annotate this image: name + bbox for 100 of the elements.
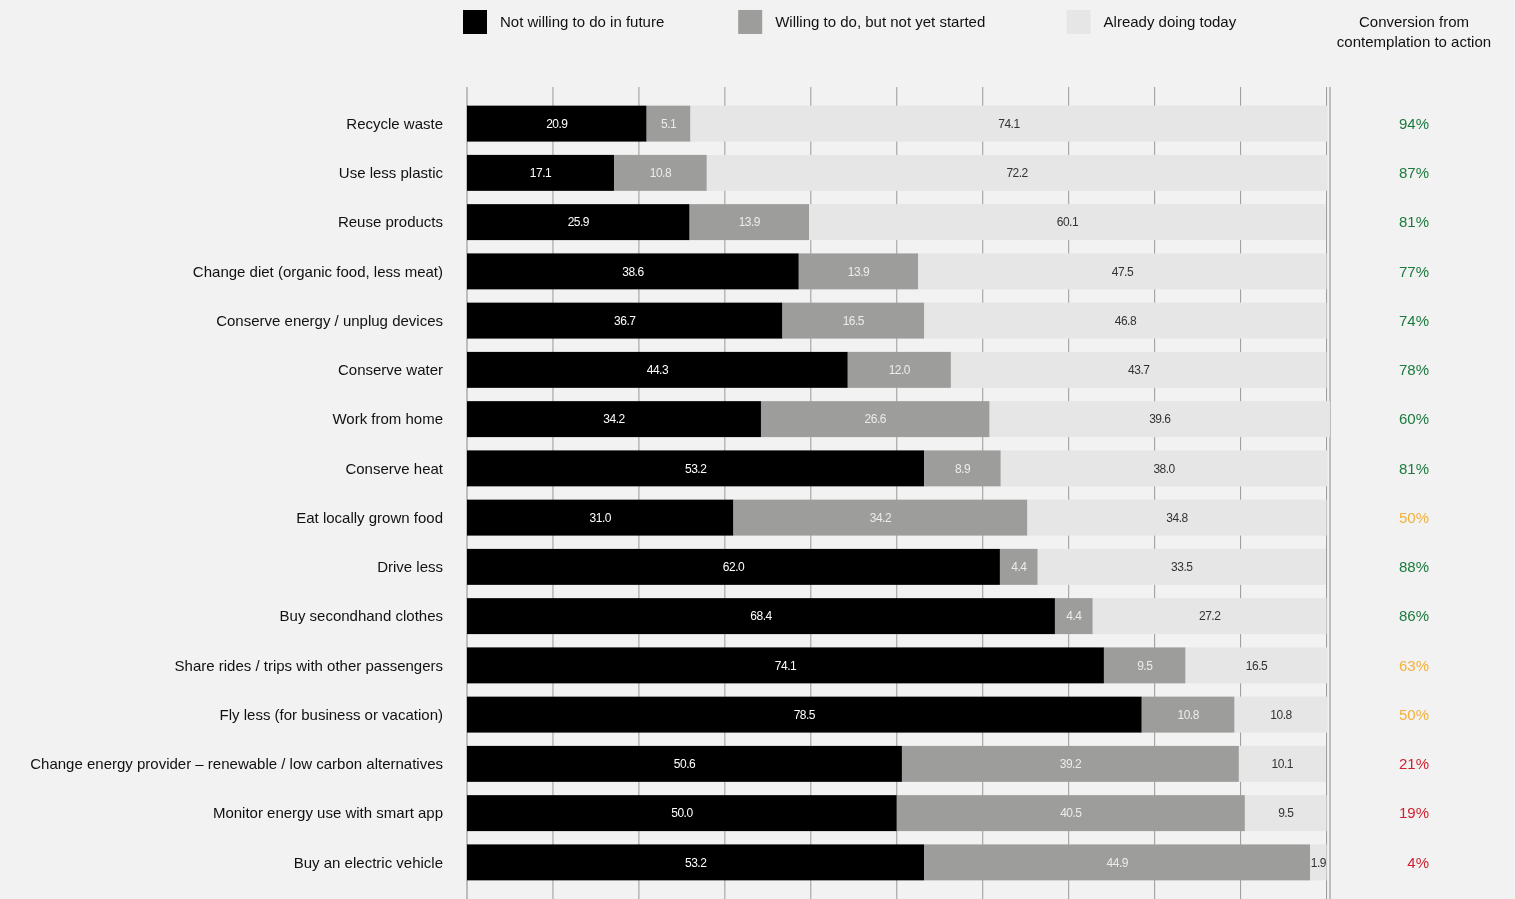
- data-label: 16.5: [842, 313, 865, 328]
- data-label: 16.5: [1245, 658, 1269, 673]
- text: 4%: [1407, 853, 1429, 871]
- data-label: 13.9: [738, 215, 761, 230]
- bar: [1244, 795, 1327, 832]
- legend-label: Already doing today: [1103, 13, 1237, 31]
- data-label: 53.2: [684, 461, 708, 476]
- data-label: 20.9: [546, 116, 569, 131]
- bar: [467, 598, 1055, 635]
- text: 77%: [1398, 262, 1429, 280]
- data-label: 40.5: [1060, 806, 1083, 821]
- bar: [1310, 844, 1327, 881]
- y-tick-label: Buy secondhand clothes: [279, 607, 443, 625]
- y-tick-label: Conserve heat: [345, 459, 444, 477]
- bar: [1000, 450, 1328, 487]
- bar: [467, 548, 1000, 585]
- data-label: 44.3: [646, 363, 669, 378]
- data-label: 53.2: [684, 855, 708, 870]
- data-label: 38.0: [1153, 461, 1176, 476]
- bar: [1037, 548, 1326, 585]
- data-label: 9.5: [1278, 806, 1295, 821]
- text: 86%: [1398, 607, 1429, 625]
- data-label: 13.9: [847, 264, 871, 279]
- data-label: 12.0: [888, 363, 911, 378]
- bar: [467, 795, 897, 832]
- y-tick-label: Use less plastic: [338, 164, 444, 182]
- y-tick-label: Fly less (for business or vacation): [219, 705, 443, 723]
- y-tick-label: Work from home: [332, 410, 443, 428]
- data-label: 39.2: [1059, 757, 1082, 772]
- text: 19%: [1398, 804, 1429, 822]
- y-tick-label: Change diet (organic food, less meat): [192, 262, 443, 280]
- bar: [706, 154, 1328, 191]
- data-label: 39.6: [1149, 412, 1172, 427]
- bar: [467, 204, 690, 241]
- legend-label: Willing to do, but not yet started: [775, 13, 986, 31]
- data-label: 44.9: [1106, 855, 1129, 870]
- text: 81%: [1398, 459, 1429, 477]
- data-label: 10.8: [649, 166, 672, 181]
- text: 50%: [1398, 705, 1429, 723]
- data-label: 10.8: [1270, 707, 1293, 722]
- bar: [690, 105, 1328, 142]
- y-tick-label: Drive less: [377, 558, 443, 576]
- data-label: 50.6: [673, 757, 696, 772]
- data-label: 38.6: [622, 264, 645, 279]
- data-label: 34.2: [603, 412, 626, 427]
- bar: [1238, 745, 1326, 782]
- bar: [989, 401, 1330, 438]
- bar: [1234, 696, 1328, 733]
- data-label: 36.7: [614, 313, 637, 328]
- data-label: 26.6: [864, 412, 887, 427]
- bar: [467, 844, 925, 881]
- text: 74%: [1398, 311, 1429, 329]
- bar: [467, 450, 925, 487]
- bar: [467, 105, 647, 142]
- y-tick-label: Eat locally grown food: [296, 508, 443, 526]
- bar: [924, 302, 1327, 339]
- text: 81%: [1398, 213, 1429, 231]
- data-label: 78.5: [793, 707, 816, 722]
- text: 94%: [1398, 114, 1429, 132]
- text: 63%: [1398, 656, 1429, 674]
- bar: [1185, 647, 1328, 684]
- data-label: 46.8: [1114, 313, 1137, 328]
- bar: [467, 253, 799, 290]
- data-label: 10.8: [1177, 707, 1200, 722]
- bar: [467, 499, 734, 536]
- text: 78%: [1398, 361, 1429, 379]
- text: 50%: [1398, 508, 1429, 526]
- data-label: 72.2: [1006, 166, 1029, 181]
- data-label: 74.1: [774, 658, 797, 673]
- y-tick-label: Change energy provider – renewable / low carbon alternatives: [30, 755, 443, 773]
- bar: [918, 253, 1327, 290]
- y-tick-label: Share rides / trips with other passengers: [174, 656, 443, 674]
- text: 60%: [1398, 410, 1429, 428]
- bar: [467, 745, 902, 782]
- data-label: 4.4: [1011, 560, 1028, 575]
- data-label: 5.1: [660, 116, 677, 131]
- data-label: 34.2: [869, 510, 892, 525]
- y-tick-label: Buy an electric vehicle: [293, 853, 443, 871]
- data-label: 74.1: [998, 116, 1021, 131]
- y-tick-label: Monitor energy use with smart app: [212, 804, 443, 822]
- data-label: 68.4: [750, 609, 773, 624]
- data-label: 9.5: [1137, 658, 1154, 673]
- data-label: 4.4: [1066, 609, 1083, 624]
- data-label: 27.2: [1198, 609, 1222, 624]
- data-label: 60.1: [1056, 215, 1079, 230]
- bar: [1092, 598, 1327, 635]
- legend-label: Not willing to do in future: [500, 13, 665, 31]
- data-label: 34.8: [1166, 510, 1189, 525]
- bar: [646, 105, 691, 142]
- data-label: 10.1: [1271, 757, 1294, 772]
- data-label: 47.5: [1111, 264, 1134, 279]
- bar: [999, 548, 1038, 585]
- bar: [950, 351, 1327, 388]
- y-tick-label: Conserve water: [337, 361, 443, 379]
- y-tick-label: Recycle waste: [346, 114, 443, 132]
- bar: [467, 401, 761, 438]
- data-label: 62.0: [722, 560, 745, 575]
- data-label: 43.7: [1128, 363, 1151, 378]
- text: 88%: [1398, 558, 1429, 576]
- text: Conversion from contemplation to action: [1336, 13, 1492, 50]
